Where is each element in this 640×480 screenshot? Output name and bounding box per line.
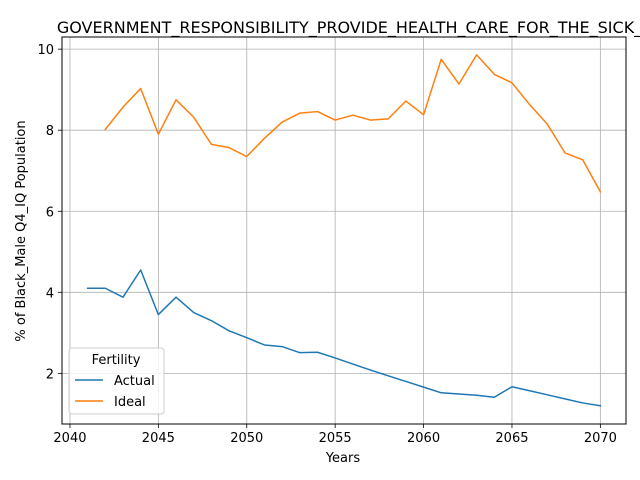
y-tick-label: 8 bbox=[46, 124, 54, 139]
y-tick-label: 10 bbox=[37, 43, 54, 58]
plot-area-frame bbox=[61, 36, 627, 425]
y-tick-label: 6 bbox=[46, 205, 54, 220]
x-axis-label: Years bbox=[325, 451, 361, 466]
y-tick-label: 4 bbox=[46, 286, 54, 301]
x-tick-label: 2040 bbox=[53, 431, 86, 446]
x-tick-label: 2065 bbox=[495, 431, 528, 446]
legend-box bbox=[68, 347, 165, 415]
series-line-actual bbox=[86, 269, 602, 407]
legend-label-ideal: Ideal bbox=[114, 395, 146, 410]
x-tick-label: 2050 bbox=[230, 431, 263, 446]
legend-label-actual: Actual bbox=[114, 374, 155, 389]
x-tick-label: 2055 bbox=[319, 431, 352, 446]
x-tick-label: 2070 bbox=[584, 431, 617, 446]
x-tick-label: 2045 bbox=[142, 431, 175, 446]
y-tick-label: 2 bbox=[46, 367, 54, 382]
series-line-ideal bbox=[104, 54, 602, 193]
x-tick-label: 2060 bbox=[407, 431, 440, 446]
axis-ticks: 2040 2045 2050 2055 2060 2065 2070 2 4 6 8 10 bbox=[37, 43, 616, 446]
legend: Fertility Actual Ideal bbox=[68, 347, 165, 415]
legend-title: Fertility bbox=[92, 353, 141, 368]
chart-title: GOVERNMENT_RESPONSIBILITY_PROVIDE_HEALTH… bbox=[57, 18, 640, 38]
series-lines bbox=[86, 54, 602, 407]
y-axis-label: % of Black_Male Q4_IQ Population bbox=[14, 120, 29, 341]
